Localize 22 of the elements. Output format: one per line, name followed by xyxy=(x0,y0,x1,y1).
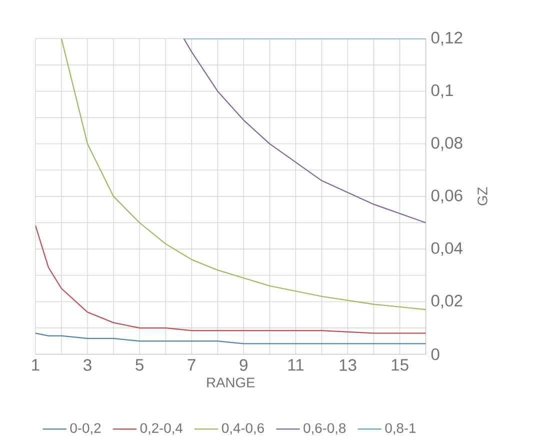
y-tick-label: 0,02 xyxy=(431,294,462,309)
x-tick-label: 13 xyxy=(340,359,356,371)
x-tick-label: 7 xyxy=(188,359,196,371)
x-axis-title: RANGE xyxy=(207,378,255,388)
x-tick-label: 15 xyxy=(392,359,408,371)
y-tick-label: 0,04 xyxy=(431,242,463,256)
legend-label: 0,8-1 xyxy=(385,423,416,435)
x-tick-label: 9 xyxy=(240,359,248,371)
x-tick-label: 5 xyxy=(136,359,144,371)
legend-label: 0,2-0,4 xyxy=(140,423,182,435)
y-tick-label: 0 xyxy=(431,348,440,360)
y-tick-label: 0,08 xyxy=(431,137,462,151)
x-tick-label: 1 xyxy=(32,359,40,371)
y-tick-label: 0,1 xyxy=(431,84,453,98)
y-tick-label: 0,06 xyxy=(431,190,462,204)
y-tick-label: 0,12 xyxy=(431,32,462,46)
x-tick-label: 11 xyxy=(288,359,304,371)
y-axis-title: GZ xyxy=(478,187,488,206)
legend-label: 0-0,2 xyxy=(70,423,101,435)
legend-label: 0,6-0,8 xyxy=(304,423,346,435)
legend-label: 0,4-0,6 xyxy=(222,423,264,435)
x-tick-label: 3 xyxy=(84,359,92,371)
